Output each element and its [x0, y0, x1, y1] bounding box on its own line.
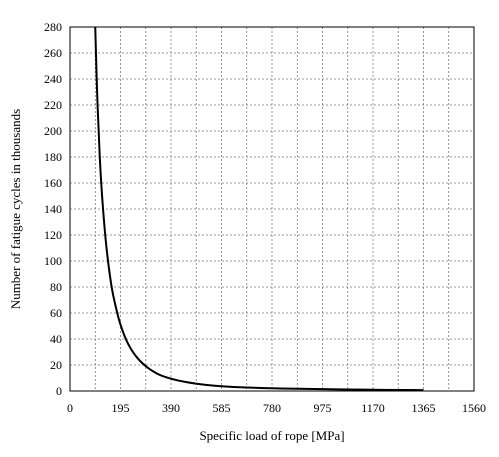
x-tick-label: 390 [162, 401, 180, 415]
y-tick-label: 140 [44, 202, 62, 216]
y-tick-label: 220 [44, 98, 62, 112]
x-tick-labels: 0 195 390 585 780 975 1170 1365 1560 [67, 401, 486, 415]
y-tick-label: 120 [44, 228, 62, 242]
x-tick-label: 1365 [412, 401, 436, 415]
x-tick-label: 1560 [462, 401, 486, 415]
y-tick-label: 180 [44, 150, 62, 164]
y-tick-label: 280 [44, 20, 62, 34]
y-axis-title: Number of fatigue cycles in thousands [8, 109, 23, 309]
y-tick-label: 260 [44, 46, 62, 60]
y-tick-label: 60 [50, 306, 62, 320]
y-tick-label: 20 [50, 358, 62, 372]
x-axis-title: Specific load of rope [MPa] [199, 428, 344, 443]
fatigue-curve-line [94, 26, 424, 392]
y-tick-label: 240 [44, 72, 62, 86]
grid-layer [70, 27, 474, 391]
y-tick-label: 0 [56, 384, 62, 398]
y-tick-label: 100 [44, 254, 62, 268]
x-tick-label: 975 [314, 401, 332, 415]
x-tick-label: 1170 [361, 401, 385, 415]
x-tick-label: 585 [213, 401, 231, 415]
curve-layer [94, 26, 424, 392]
y-tick-label: 80 [50, 280, 62, 294]
x-tick-label: 780 [263, 401, 281, 415]
y-tick-labels: 0 20 40 60 80 100 120 140 160 180 200 220 240 260 280 [44, 20, 62, 398]
plot-frame [69, 26, 475, 392]
x-tick-label: 0 [67, 401, 73, 415]
y-tick-label: 160 [44, 176, 62, 190]
y-tick-label: 40 [50, 332, 62, 346]
y-tick-label: 200 [44, 124, 62, 138]
x-tick-label: 195 [112, 401, 130, 415]
